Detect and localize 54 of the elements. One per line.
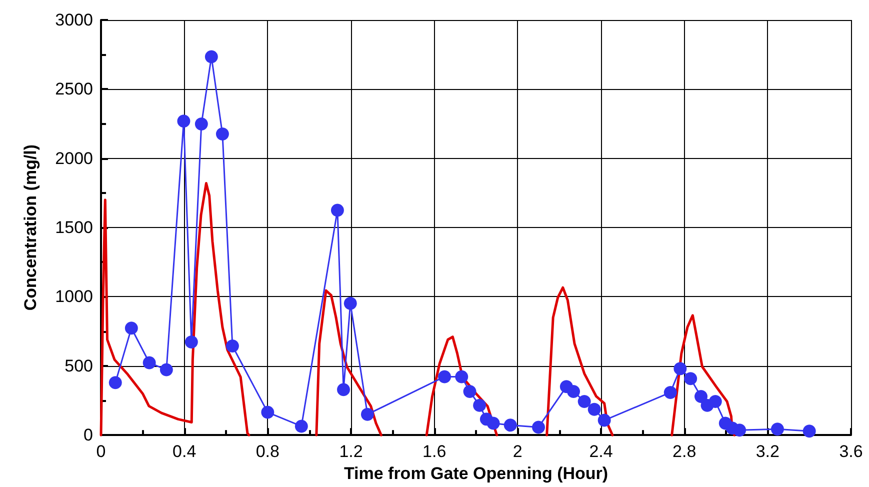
point <box>124 322 138 335</box>
point <box>184 335 198 348</box>
point <box>108 376 122 390</box>
y-tick-label: 500 <box>64 356 93 376</box>
x-tick-label: 3.2 <box>756 442 780 462</box>
point <box>344 296 357 310</box>
point <box>216 128 229 141</box>
x-tick-label: 3.6 <box>839 442 863 462</box>
point <box>674 362 687 376</box>
point <box>294 420 308 433</box>
x-tick-label: 0.4 <box>172 442 196 462</box>
point <box>664 386 677 399</box>
x-tick-label: 0.8 <box>256 442 280 462</box>
point <box>578 394 591 408</box>
point <box>733 424 746 437</box>
point <box>226 339 239 352</box>
x-tick-label: 0 <box>96 442 106 462</box>
y-tick-label: 0 <box>84 426 93 445</box>
point <box>177 114 190 128</box>
point <box>330 204 344 217</box>
point <box>455 370 468 384</box>
x-tick-label: 2.4 <box>589 442 613 462</box>
point <box>770 422 784 436</box>
point <box>337 383 350 396</box>
x-tick-label: 1.6 <box>422 442 446 462</box>
point <box>473 398 486 412</box>
point <box>160 363 173 376</box>
point <box>694 390 708 403</box>
point <box>360 408 374 421</box>
point <box>504 418 517 432</box>
point <box>142 356 156 370</box>
point <box>261 406 274 419</box>
y-tick-label: 1000 <box>55 287 93 306</box>
y-axis-title: Concentration (mg/l) <box>21 144 40 311</box>
point <box>532 420 545 434</box>
point <box>802 424 816 438</box>
point <box>463 385 476 398</box>
point <box>598 414 611 427</box>
point <box>486 416 500 430</box>
y-tick-label: 1500 <box>55 218 93 238</box>
x-tick-label: 2 <box>512 442 522 462</box>
y-tick-label: 3000 <box>55 10 93 30</box>
point <box>194 118 208 131</box>
point <box>588 402 601 416</box>
x-tick-label: 1.2 <box>339 442 363 462</box>
y-tick-label: 2000 <box>55 148 93 168</box>
x-axis-title: Time from Gate Openning (Hour) <box>344 464 608 483</box>
point <box>438 370 452 384</box>
point <box>708 394 722 408</box>
x-tick-label: 2.8 <box>672 442 696 462</box>
point <box>567 385 580 398</box>
point <box>204 50 218 64</box>
point <box>684 372 698 386</box>
y-tick-label: 2500 <box>55 80 93 99</box>
